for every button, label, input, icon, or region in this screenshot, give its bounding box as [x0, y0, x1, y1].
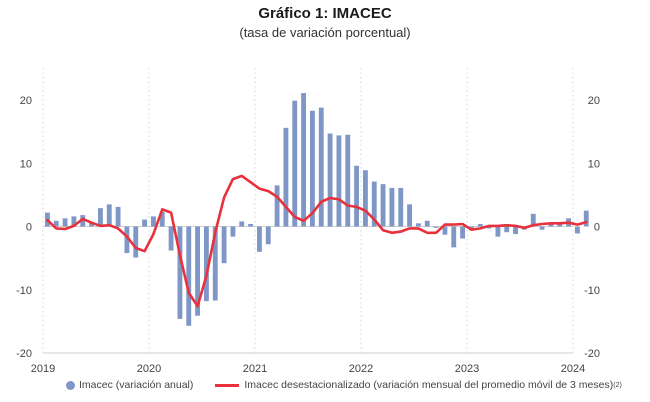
bar — [239, 221, 245, 227]
bar — [495, 226, 501, 237]
tick-labels: 2019 2020 2021 2022 2023 2024-20 -20-10 -100 010… — [16, 95, 600, 375]
chart-subtitle: (tasa de variación porcentual) — [239, 25, 411, 40]
bar — [336, 135, 342, 227]
legend-bars-label: Imacec (variación anual) — [79, 379, 194, 391]
bar — [265, 226, 271, 245]
bar — [195, 226, 201, 316]
legend-line-note: (2) — [613, 381, 622, 389]
bar — [548, 223, 554, 227]
bar — [62, 218, 68, 227]
bar — [256, 226, 262, 252]
bar — [203, 226, 209, 302]
legend-line-swatch — [215, 383, 240, 387]
bar — [539, 226, 545, 230]
y-tick-label-right: -10 — [584, 285, 600, 297]
bar — [415, 223, 421, 227]
bar — [168, 226, 174, 251]
x-tick-label: 2019 — [31, 363, 55, 375]
bar — [106, 204, 112, 227]
bar — [53, 220, 59, 227]
y-tick-label-left: 0 — [26, 222, 32, 234]
bar — [583, 210, 589, 227]
bar — [124, 226, 130, 254]
axes — [43, 226, 573, 354]
bar — [318, 107, 324, 227]
bar — [398, 187, 404, 227]
bar — [477, 223, 483, 227]
x-tick-label: 2023 — [455, 363, 479, 375]
bar — [354, 165, 360, 227]
bar — [451, 226, 457, 248]
bar — [557, 223, 563, 227]
bar — [468, 226, 474, 230]
bar — [407, 204, 413, 227]
bar — [530, 213, 536, 227]
y-tick-label-left: 10 — [20, 158, 32, 170]
y-tick-label-left: -20 — [16, 348, 32, 360]
bar — [89, 222, 95, 227]
bar — [159, 211, 165, 227]
legend-bars-swatch — [66, 380, 75, 390]
bar — [115, 206, 121, 227]
x-tick-label: 2021 — [243, 363, 267, 375]
bar — [274, 185, 280, 227]
bar-series — [44, 93, 589, 326]
bar — [248, 223, 254, 227]
bar — [212, 226, 218, 301]
bar — [97, 208, 103, 227]
legend: Imacec (variación anual) Imacec desestac… — [66, 379, 622, 391]
bar — [221, 226, 227, 264]
bar — [133, 226, 139, 258]
y-tick-label-right: 20 — [588, 95, 600, 107]
y-tick-label-right: 0 — [594, 222, 600, 234]
bar — [513, 226, 519, 235]
gridlines — [42, 68, 574, 353]
bar — [292, 100, 298, 227]
bar — [142, 219, 148, 227]
bar — [371, 181, 377, 227]
y-tick-label-right: 10 — [588, 158, 600, 170]
x-tick-label: 2022 — [349, 363, 373, 375]
bar — [230, 226, 236, 237]
bar — [442, 226, 448, 235]
bar — [150, 216, 156, 227]
bar — [309, 110, 315, 227]
bar — [345, 134, 351, 227]
chart-title: Gráfico 1: IMACEC — [258, 5, 392, 22]
bar — [486, 226, 492, 229]
y-tick-label-left: 20 — [20, 95, 32, 107]
bar — [460, 226, 466, 239]
bar — [424, 220, 430, 227]
bar — [433, 226, 439, 228]
x-tick-label: 2020 — [137, 363, 161, 375]
bar — [186, 226, 192, 326]
bar — [283, 127, 289, 227]
bar — [80, 215, 86, 227]
bar — [574, 226, 580, 234]
bar — [362, 170, 368, 227]
bar — [71, 216, 77, 227]
bar — [177, 226, 183, 319]
bar — [301, 93, 307, 227]
y-tick-label-left: -10 — [16, 285, 32, 297]
line-series-path — [46, 174, 588, 308]
bar — [504, 226, 510, 233]
bar — [327, 133, 333, 227]
bar — [380, 184, 386, 227]
y-tick-label-right: -20 — [584, 348, 600, 360]
x-tick-label: 2024 — [561, 363, 585, 375]
legend-line-label: Imacec desestacionalizado (variación men… — [244, 379, 614, 391]
bar — [389, 187, 395, 227]
line-series — [46, 174, 588, 308]
